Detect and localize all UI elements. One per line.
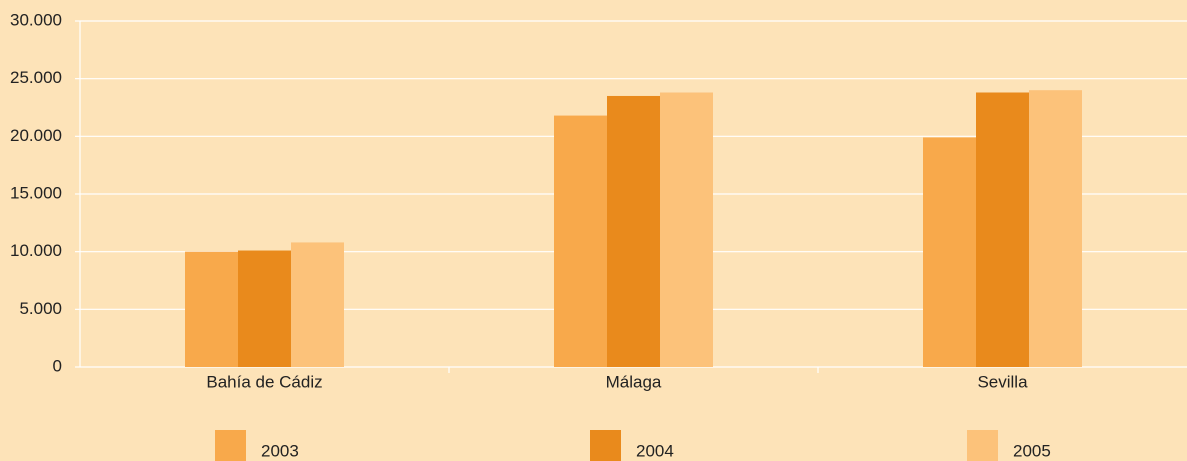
bar xyxy=(923,137,976,367)
y-tick-label: 15.000 xyxy=(10,183,62,202)
y-tick-label: 0 xyxy=(53,356,62,375)
bar xyxy=(554,115,607,367)
bar xyxy=(238,250,291,367)
legend-label: 2005 xyxy=(1013,441,1051,460)
bar xyxy=(660,92,713,368)
legend-swatch xyxy=(967,430,998,461)
y-tick-label: 5.000 xyxy=(19,299,62,318)
bar xyxy=(1029,90,1082,367)
bar xyxy=(976,92,1029,368)
y-tick-label: 20.000 xyxy=(10,126,62,145)
bar xyxy=(607,95,660,367)
legend-label: 2004 xyxy=(636,441,674,460)
x-tick-label: Bahía de Cádiz xyxy=(206,372,322,391)
y-tick-label: 25.000 xyxy=(10,68,62,87)
legend-swatch xyxy=(215,430,246,461)
x-tick-label: Málaga xyxy=(606,372,662,391)
x-tick-label: Sevilla xyxy=(977,372,1028,391)
y-tick-label: 10.000 xyxy=(10,241,62,260)
bar xyxy=(185,251,238,367)
legend-swatch xyxy=(590,430,621,461)
legend-label: 2003 xyxy=(261,441,299,460)
y-tick-label: 30.000 xyxy=(10,10,62,29)
bar xyxy=(291,242,344,367)
